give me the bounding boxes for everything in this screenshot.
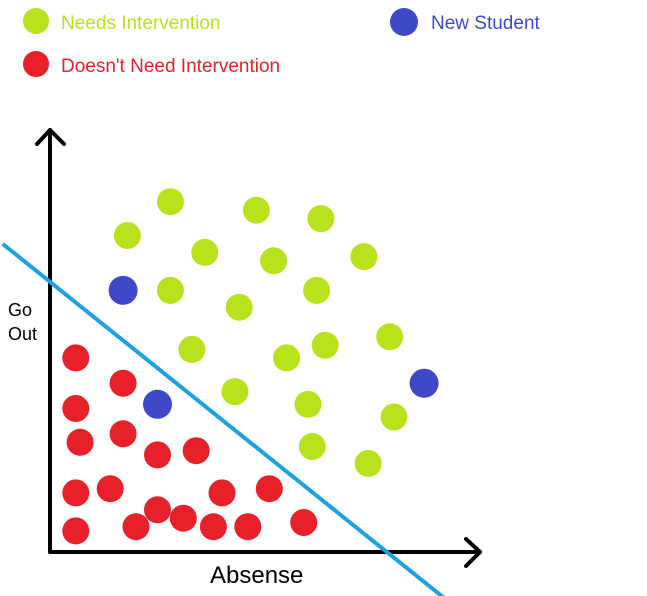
point-needs-intervention <box>221 378 249 406</box>
point-doesnt-need-intervention <box>169 504 197 532</box>
y-axis-label-line2: Out <box>8 324 37 344</box>
axes <box>35 128 482 568</box>
legend-label-needs: Needs Intervention <box>61 13 221 34</box>
point-doesnt-need-intervention <box>122 513 150 541</box>
legend: Needs Intervention Doesn't Need Interven… <box>23 8 541 77</box>
decision-boundary-layer <box>1 242 445 596</box>
point-needs-intervention <box>273 344 300 372</box>
y-axis-arrowhead <box>35 128 66 146</box>
point-needs-intervention <box>242 196 270 224</box>
point-doesnt-need-intervention <box>66 428 94 456</box>
point-doesnt-need-intervention <box>208 479 236 507</box>
point-new-student <box>108 275 138 305</box>
point-needs-intervention <box>191 238 219 266</box>
x-axis-label: Absense <box>210 562 303 589</box>
point-needs-intervention <box>260 247 288 275</box>
point-needs-intervention <box>156 188 184 216</box>
legend-marker-doesnt-need <box>23 51 49 77</box>
point-needs-intervention <box>380 403 408 431</box>
point-doesnt-need-intervention <box>62 395 90 422</box>
point-doesnt-need-intervention <box>144 496 171 524</box>
decision-boundary-line <box>1 242 445 596</box>
point-doesnt-need-intervention <box>96 475 124 503</box>
point-needs-intervention <box>311 331 339 359</box>
point-doesnt-need-intervention <box>144 441 171 469</box>
legend-label-doesnt-need: Doesn't Need Intervention <box>61 56 280 77</box>
y-axis-label-line1: Go <box>8 300 32 320</box>
point-doesnt-need-intervention <box>290 509 318 536</box>
point-new-student <box>409 368 439 398</box>
point-doesnt-need-intervention <box>234 513 262 541</box>
point-doesnt-need-intervention <box>109 369 137 397</box>
point-needs-intervention <box>354 449 382 477</box>
point-needs-intervention <box>376 323 404 351</box>
legend-marker-new-student <box>390 8 418 36</box>
point-new-student <box>143 389 172 419</box>
legend-label-new-student: New Student <box>431 13 541 34</box>
point-doesnt-need-intervention <box>62 344 90 372</box>
point-needs-intervention <box>298 433 326 460</box>
point-needs-intervention <box>225 293 253 321</box>
point-needs-intervention <box>307 205 335 233</box>
point-needs-intervention <box>294 390 322 418</box>
point-needs-intervention <box>156 276 184 304</box>
point-doesnt-need-intervention <box>109 420 137 448</box>
data-points <box>62 188 439 545</box>
point-needs-intervention <box>350 243 378 271</box>
point-doesnt-need-intervention <box>199 513 227 541</box>
point-doesnt-need-intervention <box>182 437 210 465</box>
legend-marker-needs <box>23 8 49 34</box>
point-doesnt-need-intervention <box>62 517 90 545</box>
point-needs-intervention <box>178 335 206 363</box>
x-axis-arrowhead <box>464 537 482 568</box>
point-needs-intervention <box>303 276 331 304</box>
point-doesnt-need-intervention <box>62 479 90 507</box>
point-doesnt-need-intervention <box>255 475 283 503</box>
point-needs-intervention <box>113 222 141 249</box>
